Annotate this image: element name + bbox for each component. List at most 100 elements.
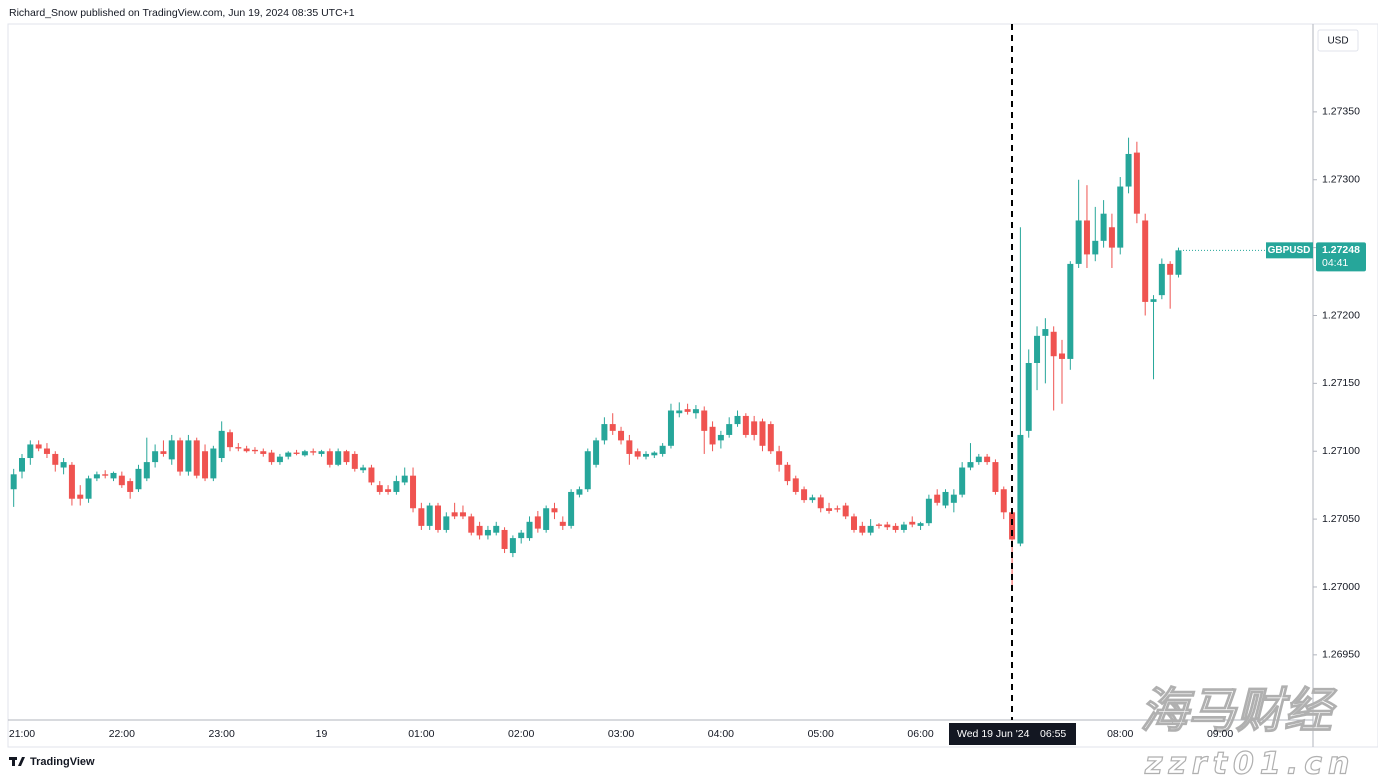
candle-body [368,467,375,483]
candle-body [77,494,84,499]
candle-body [1133,152,1140,214]
candle-body [601,424,608,441]
candle-body [218,430,225,459]
candle-body [110,472,117,479]
candle-body [892,525,899,530]
candle-body [68,464,75,499]
candle-body [19,458,25,472]
candle-body [1117,186,1124,248]
candle-body [268,452,275,463]
candle-body [60,462,67,468]
candle-body [543,508,550,530]
candle-body [435,505,441,530]
publisher-header: Richard_Snow published on TradingView.co… [9,7,355,19]
candle-body [726,424,733,435]
plot-area [10,137,1182,587]
candle-body [410,475,417,509]
candle-body [1000,489,1007,513]
candle-body [160,451,167,454]
candle-body [609,424,616,431]
crosshair-time-box [949,723,1076,745]
candle-body [684,409,691,412]
symbol-tag [1266,242,1313,259]
candle-body [376,485,383,492]
symbol-label: GBPUSD [1268,245,1311,256]
crosshair-date: Wed 19 Jun '24 [957,728,1030,740]
candle-body [534,516,541,529]
y-tick-label: 1.27100 [1322,445,1360,457]
candle-body [851,516,857,530]
candle-body [1075,220,1082,264]
candle-body [826,508,833,511]
candle-body [343,451,350,463]
currency-label: USD [1327,36,1348,47]
candle-body [842,505,849,517]
candle-body [834,508,841,510]
last-price-label: 1.27248 [1322,244,1360,256]
candle-body [659,445,666,454]
candle-body [1050,331,1057,357]
candle-body [917,523,924,526]
candle-body [875,524,882,526]
candle-body [667,410,674,446]
candle-body [102,474,109,476]
candle-body [626,440,633,454]
crosshair-time: 06:55 [1040,728,1066,740]
candle-body [227,432,233,448]
candle-body [900,524,907,530]
candle-body [1059,353,1065,359]
candle-body [426,505,433,526]
candle-body [301,451,308,456]
candle-body [418,508,425,526]
y-tick-label: 1.27200 [1322,309,1360,321]
candle-body [568,491,575,526]
candle-body [385,489,392,492]
candle-body [634,451,641,457]
candle-body [484,529,491,536]
x-tick-label: 22:00 [109,728,135,740]
candle-body [676,410,683,414]
candle-body [1150,299,1157,302]
candle-body [351,453,358,469]
candle-body [759,421,766,446]
x-tick-label: 06:00 [907,728,933,740]
candle-body [767,424,774,452]
candle-body [934,494,941,503]
candle-body [884,524,891,528]
candle-body [451,512,458,517]
candle-body [509,538,516,554]
candle-body [950,494,957,503]
candle-body [310,451,317,453]
x-tick-label: 03:00 [608,728,634,740]
candle-body [967,462,974,468]
y-tick-label: 1.27000 [1322,581,1360,593]
candle-body [817,497,824,509]
candle-body [135,468,142,490]
candle-body [975,456,982,463]
tradingview-logo [9,757,25,766]
candle-body [618,430,625,441]
candle-body [809,497,816,501]
candle-body [959,467,966,495]
candle-body [476,525,483,536]
candle-body [243,448,250,452]
candle-body [909,521,916,525]
candle-body [468,516,475,533]
candle-body [185,440,192,472]
x-tick-label: 21:00 [9,728,35,740]
candle-body [925,498,932,524]
candle-body [801,489,808,501]
candle-body [1092,240,1099,255]
candle-body [992,462,999,492]
candle-body [643,453,649,457]
candle-body [792,478,799,492]
candle-body [1083,220,1090,255]
candle-body [143,462,150,479]
candle-body [717,434,724,441]
candle-body [235,447,242,449]
currency-box[interactable] [1317,29,1359,52]
candle-body [493,525,500,533]
footer-brand: TradingView [30,756,95,768]
x-tick-label: 02:00 [508,728,534,740]
candle-body [651,452,658,456]
